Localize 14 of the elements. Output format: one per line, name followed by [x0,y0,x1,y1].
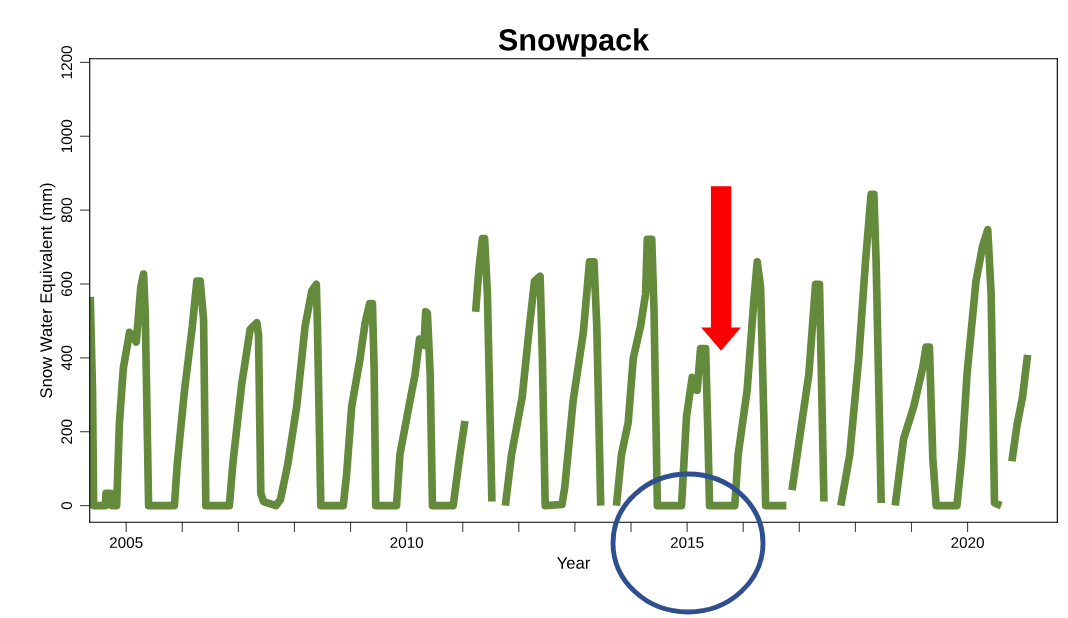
x-tick-label: 2015 [670,537,704,549]
y-tick-label: 0 [61,501,73,510]
y-tick-label: 1000 [61,119,73,153]
y-tick-label: 400 [61,345,73,371]
y-axis-title: Snow Water Equivalent (mm) [39,183,56,398]
x-tick-label: 2005 [109,537,143,549]
chart-title: Snowpack [498,28,650,57]
y-tick-label: 800 [61,197,73,223]
y-tick-label: 1200 [61,46,73,79]
y-tick-label: 200 [61,419,73,444]
y-tick-label: 600 [61,271,73,296]
x-tick-label: 2010 [390,537,424,549]
x-tick-label: 2020 [951,537,984,549]
x-axis-title: Year [557,557,591,569]
